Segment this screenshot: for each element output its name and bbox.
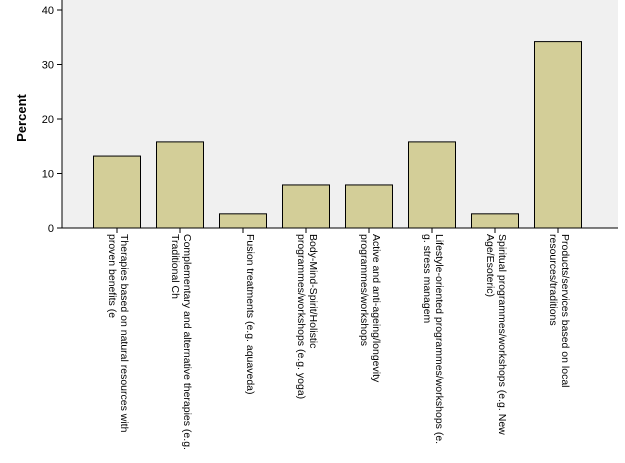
plot-area [62, 0, 618, 228]
bar [408, 141, 456, 229]
y-tick-label: 40 [42, 5, 54, 17]
x-tick-label-line: Fusion treatments (e.g. aquaveda) [244, 234, 256, 395]
bars-group [93, 41, 582, 229]
x-tick-label: Therapies based on natural resources wit… [106, 234, 130, 433]
x-tick-label-line: Spiritual programmes/workshops (e.g. New [496, 234, 508, 435]
x-tick-label-line: programmes/workshops (e.g. yoga) [295, 234, 307, 399]
x-tick-label-line: Complementary and alternative therapies … [181, 234, 193, 450]
y-axis-ticks: 0 10 20 30 40 [42, 5, 62, 235]
x-tick-label: Fusion treatments (e.g. aquaveda) [244, 234, 256, 395]
x-tick-label-line: resources/traditions [547, 234, 559, 326]
x-tick-label-line: Age/Esoteric) [484, 234, 496, 297]
x-axis-labels: Therapies based on natural resources wit… [106, 228, 571, 450]
x-tick-label-line: Products/services based on local [559, 234, 571, 388]
x-tick-label: Complementary and alternative therapies … [169, 234, 193, 450]
y-tick-label: 30 [42, 60, 54, 72]
bar [471, 213, 519, 229]
x-tick-label: Spiritual programmes/workshops (e.g. New… [484, 234, 508, 435]
x-tick-label-line: g. stress managem [421, 234, 433, 324]
y-tick-label: 10 [42, 169, 54, 181]
y-tick-label: 0 [48, 223, 54, 235]
x-tick-label: Active and anti-ageing/longevityprogramm… [358, 234, 382, 383]
x-tick-label-line: Active and anti-ageing/longevity [370, 234, 382, 383]
y-tick-label: 20 [42, 114, 54, 126]
bar [156, 141, 204, 229]
bar [345, 184, 393, 229]
x-tick-label: Body-Mind-Spirit/Holisticprogrammes/work… [295, 234, 319, 399]
y-axis-label: Percent [14, 93, 29, 141]
x-tick-label: Lifestyle-oriented programmes/workshops … [421, 234, 445, 444]
bar [534, 41, 582, 229]
bar [282, 184, 330, 229]
x-tick-label-line: Therapies based on natural resources wit… [118, 234, 130, 433]
bar [93, 155, 141, 229]
x-tick-label-line: Lifestyle-oriented programmes/workshops … [433, 234, 445, 444]
x-tick-label: Products/services based on localresource… [547, 234, 571, 388]
x-tick-label-line: Traditional Ch [169, 234, 181, 299]
bar [219, 213, 267, 229]
x-tick-label-line: proven benefits (e [106, 234, 118, 318]
x-tick-label-line: Body-Mind-Spirit/Holistic [307, 234, 319, 348]
x-tick-label-line: programmes/workshops [358, 234, 370, 346]
